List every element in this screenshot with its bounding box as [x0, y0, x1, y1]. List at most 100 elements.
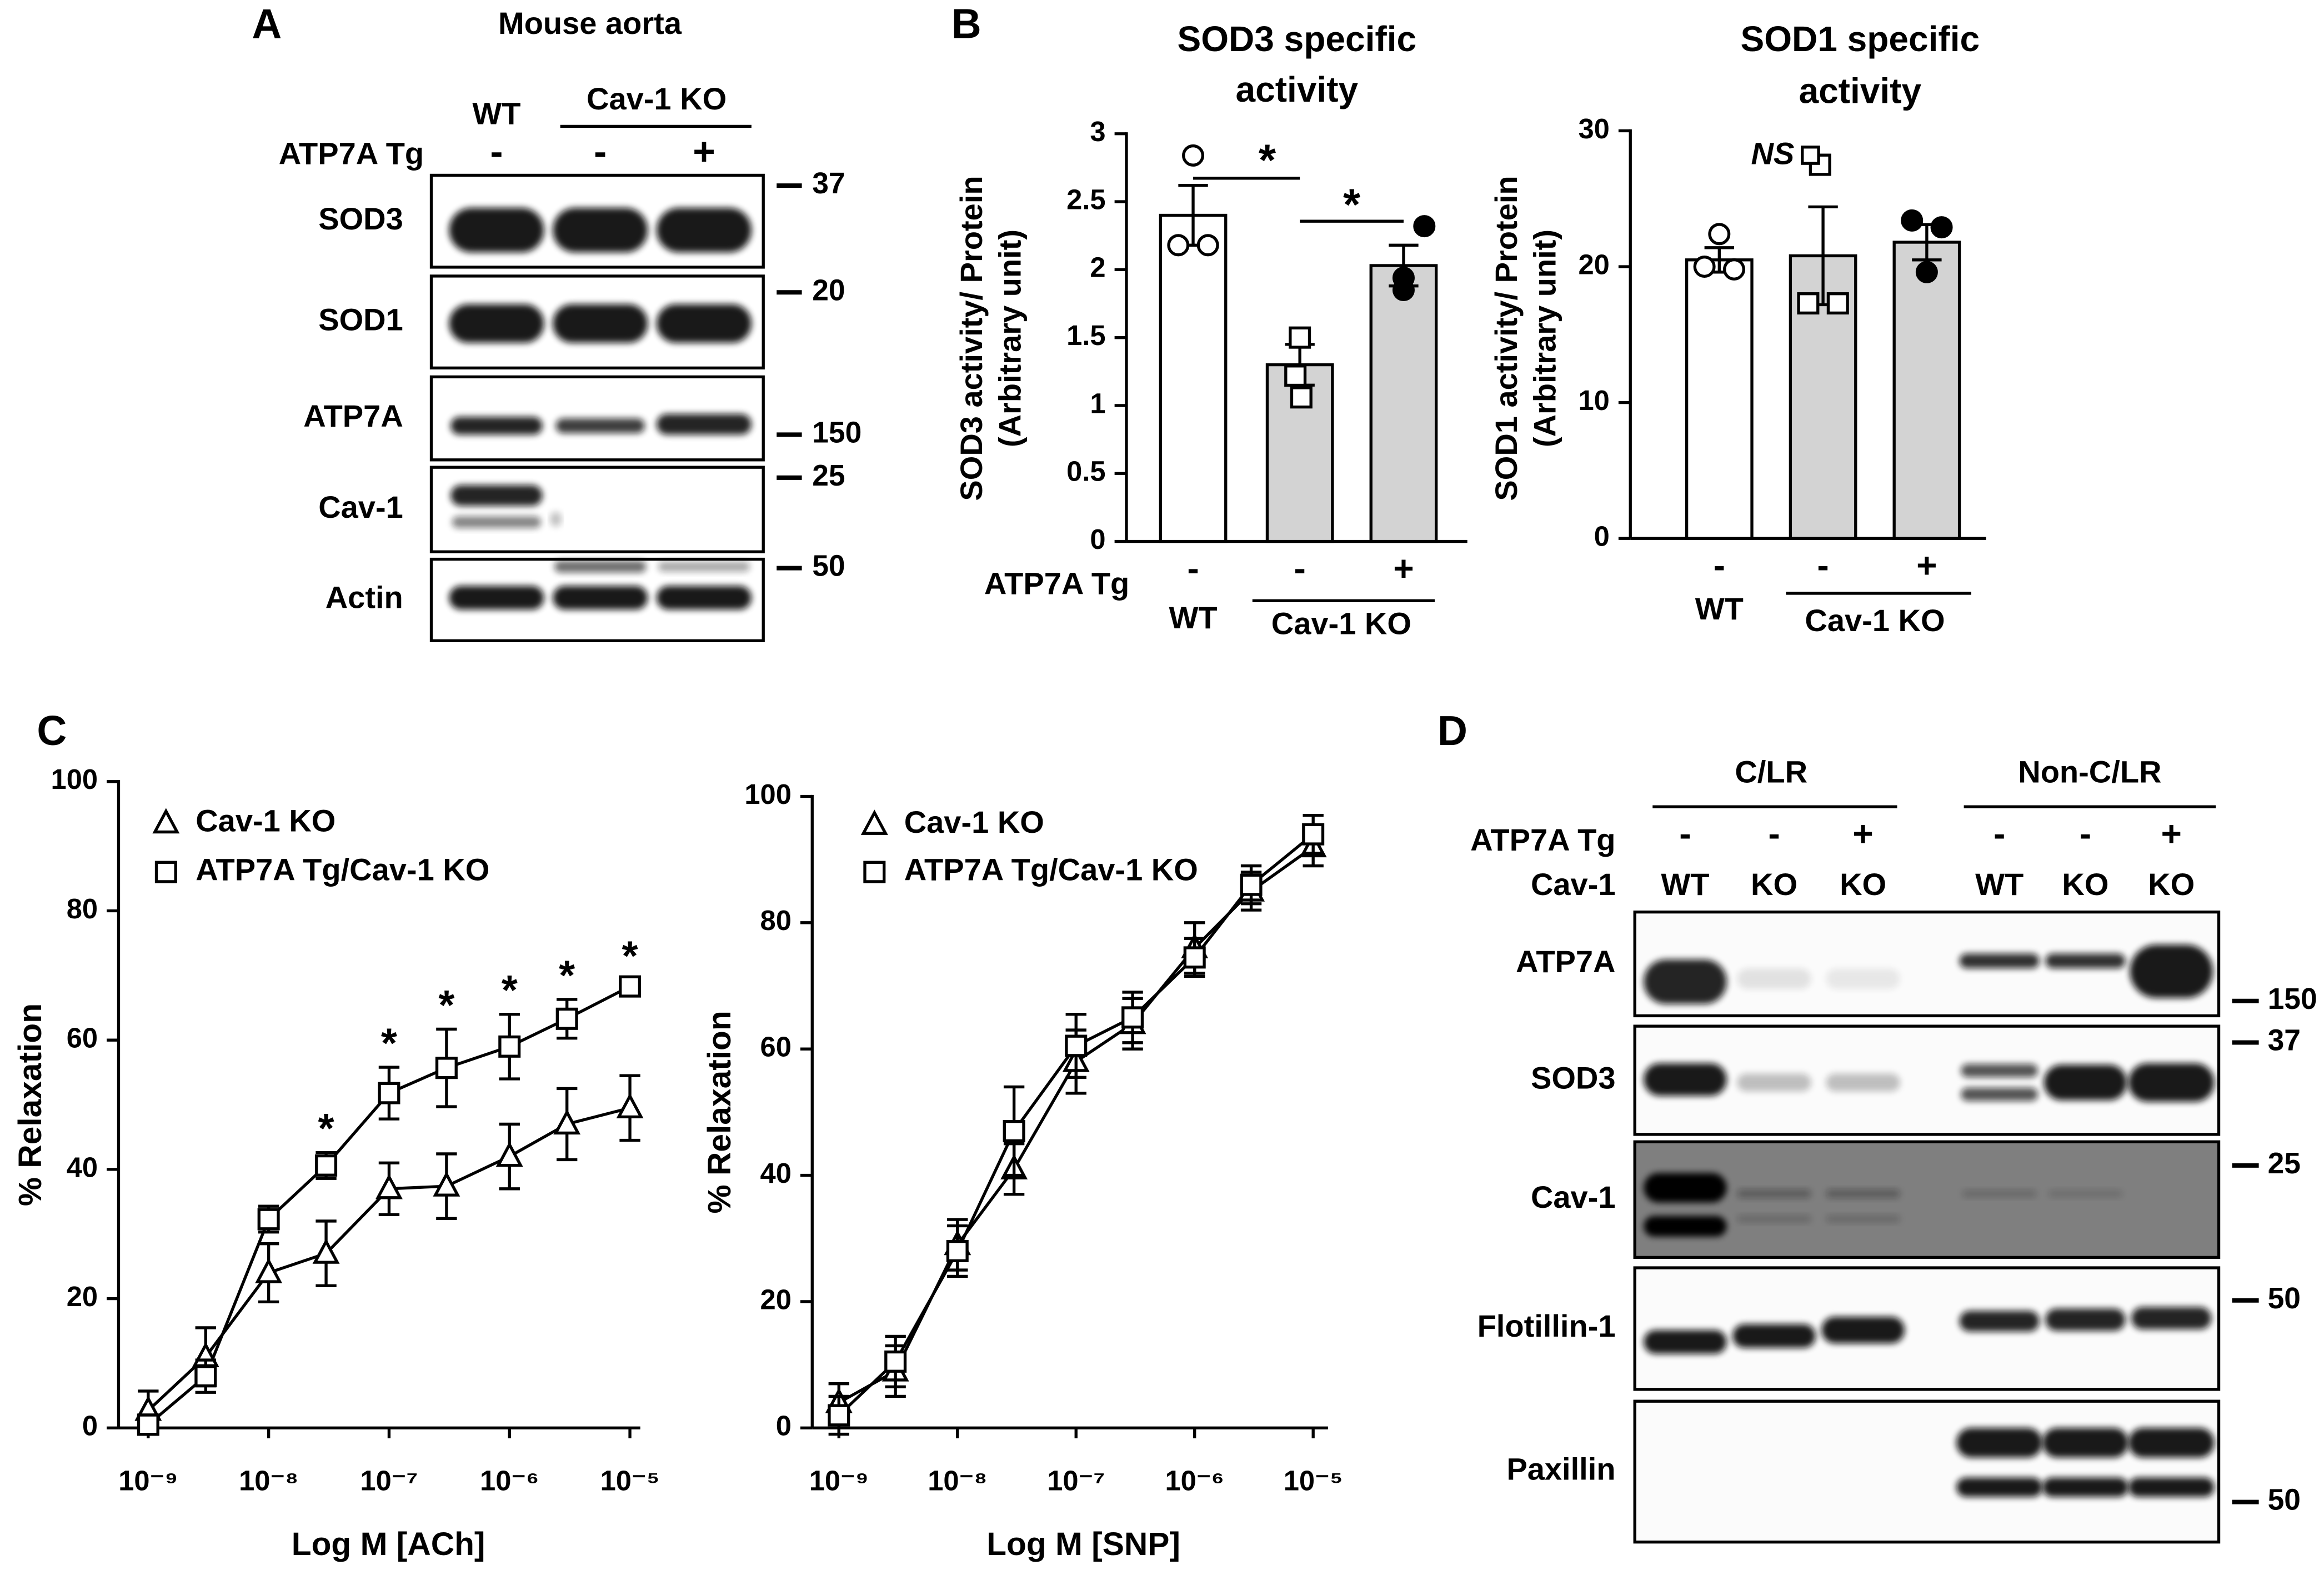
data-point [884, 1350, 907, 1373]
genotype-label: KO [2062, 867, 2108, 902]
genotype-label: KO [2148, 867, 2195, 902]
y-tick-label: 30 [1578, 113, 1609, 144]
data-point [1121, 1006, 1144, 1029]
marker-label: 50 [2268, 1282, 2301, 1315]
blot-band [657, 586, 752, 610]
blot-box [1633, 1140, 2221, 1259]
blot-band [1644, 959, 1727, 1004]
y-axis-label: SOD3 activity/ Protein [954, 176, 989, 501]
sign: - [2080, 813, 2091, 853]
panel-letter: B [951, 0, 981, 47]
marker-label: 50 [812, 550, 845, 583]
blot-label: Cav-1 [318, 489, 403, 524]
sign: + [1852, 813, 1873, 853]
y-tick-label: 1 [1090, 387, 1105, 419]
sign: + [2161, 813, 2181, 853]
blot-band [2130, 944, 2213, 998]
blot-band [1737, 1073, 1811, 1092]
marker-label: 25 [812, 459, 845, 492]
blot-band [1644, 1330, 1727, 1354]
blot-band [450, 417, 543, 435]
data-point [1182, 144, 1205, 167]
data-point [1167, 234, 1190, 257]
group-label: WT [1695, 591, 1744, 626]
data-point [1183, 946, 1206, 969]
sign: - [594, 129, 607, 173]
blot-box [1633, 1399, 2221, 1544]
blot-band [2042, 1477, 2128, 1497]
data-point [1915, 261, 1938, 283]
x-tick-label: 10⁻⁸ [928, 1464, 987, 1496]
panel-letter: A [252, 0, 282, 47]
blot-label: Actin [325, 580, 403, 615]
blot-band [1737, 1215, 1811, 1223]
x-tick-label: + [1393, 548, 1414, 588]
sign: - [490, 129, 503, 173]
marker-label: 37 [2268, 1024, 2301, 1057]
data-point [1722, 258, 1746, 281]
annotation: * [502, 967, 518, 1013]
blot-box [1633, 1266, 2221, 1391]
blot-band [1826, 1189, 1900, 1198]
blot-band [1959, 953, 2040, 969]
marker-label: 37 [812, 167, 845, 200]
data-point [315, 1154, 338, 1177]
legend-symbol [860, 809, 888, 835]
y-axis-label: % Relaxation [12, 1003, 48, 1206]
blot-box [1633, 910, 2221, 1018]
y-tick-label: 100 [744, 778, 792, 810]
blot-band [1737, 1189, 1811, 1198]
y-tick-label: 10 [1578, 384, 1609, 416]
panel-letter: D [1438, 707, 1467, 754]
blot-band [1959, 1311, 2040, 1332]
data-point [1930, 216, 1953, 239]
y-tick-label: 0 [776, 1410, 792, 1442]
chart-title: SOD3 specific [1178, 19, 1417, 59]
y-tick-label: 0.5 [1066, 456, 1105, 487]
series-line [147, 1106, 630, 1412]
bar [1892, 241, 1961, 540]
y-tick-label: 100 [51, 763, 98, 795]
x-tick-label: 10⁻⁶ [1165, 1464, 1224, 1496]
blot-band [449, 586, 544, 610]
data-point [553, 1109, 581, 1135]
x-tick-label: + [1916, 546, 1937, 586]
data-point [1413, 215, 1436, 238]
marker-label: 150 [2268, 983, 2317, 1016]
data-point [255, 1258, 283, 1283]
y-tick-label: 60 [67, 1022, 98, 1054]
x-tick-label: - [1187, 548, 1199, 588]
marker-label: 25 [2268, 1147, 2301, 1180]
blot-band [2045, 1308, 2126, 1331]
sign: + [693, 129, 715, 173]
y-tick-label: 80 [760, 904, 792, 936]
data-point [1693, 256, 1716, 278]
x-tick-label: 10⁻⁵ [600, 1464, 660, 1496]
bar [1369, 264, 1438, 543]
blot-band [555, 418, 645, 433]
data-point [616, 1093, 644, 1119]
blot-label: ATP7A [1516, 944, 1615, 979]
data-point [555, 1007, 578, 1030]
marker-label: 150 [812, 417, 862, 449]
data-point [312, 1238, 340, 1264]
sign: - [1768, 813, 1780, 853]
blot-band [1644, 1063, 1727, 1096]
x-axis-label: Log M [ACh] [292, 1526, 485, 1562]
legend-label: ATP7A Tg/Cav-1 KO [196, 852, 489, 887]
blot-band [1961, 1087, 2038, 1101]
blot-label: ATP7A [303, 398, 403, 433]
y-tick-label: 20 [760, 1283, 792, 1315]
group-label: WT [1169, 600, 1217, 635]
annotation: * [1343, 179, 1361, 229]
chart-title: activity [1799, 71, 1921, 111]
annotation: * [438, 982, 454, 1028]
blot-band [1821, 1317, 1905, 1344]
genotype-label: Cav-1 KO [587, 81, 727, 116]
x-tick-label: 10⁻⁶ [480, 1464, 539, 1496]
data-point [1284, 364, 1307, 387]
data-point [257, 1208, 280, 1231]
data-point [498, 1035, 521, 1058]
legend-label: Cav-1 KO [904, 804, 1044, 839]
blot-band [549, 512, 562, 527]
